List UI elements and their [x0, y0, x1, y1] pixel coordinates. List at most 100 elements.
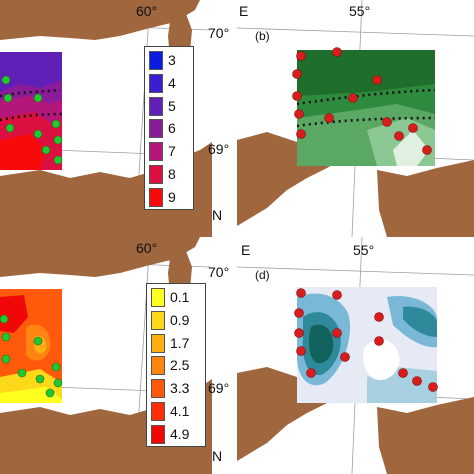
legend-a: 3 4 5 6 7 8 9 [144, 46, 194, 210]
station-marker [51, 119, 61, 129]
station-marker [296, 51, 306, 61]
legend-entry: 8 [145, 163, 193, 186]
station-marker [33, 93, 43, 103]
field-contour [403, 306, 437, 337]
station-marker [340, 352, 350, 362]
lon-label: 55° [353, 242, 375, 258]
legend-swatch [151, 379, 165, 399]
legend-value: 0.1 [170, 289, 190, 305]
legend-entry: 0.1 [147, 286, 205, 309]
station-marker [53, 378, 63, 388]
legend-entry: 4.9 [147, 423, 205, 446]
panel-a-map [0, 0, 212, 237]
legend-swatch [149, 51, 163, 70]
legend-swatch [149, 96, 163, 116]
legend-entry: 3 [145, 49, 193, 72]
legend-swatch [149, 119, 163, 139]
front-line [0, 112, 63, 122]
station-marker [5, 123, 15, 133]
legend-value: 8 [168, 166, 176, 182]
front-line [0, 88, 61, 98]
station-marker [332, 328, 342, 338]
graticule-line [237, 27, 474, 37]
station-marker [372, 75, 382, 85]
front-line [296, 116, 436, 128]
panel-b-map [237, 0, 474, 237]
legend-entry: 1.7 [147, 332, 205, 355]
station-marker [408, 123, 418, 133]
station-marker [17, 368, 27, 378]
legend-value: 9 [168, 188, 176, 205]
lat-label-bottom: 69° [208, 380, 230, 396]
legend-value: 3 [168, 52, 176, 68]
land-mass [0, 142, 212, 237]
station-marker [292, 69, 302, 79]
field-contour [0, 134, 46, 170]
front-line [296, 88, 436, 106]
graticule-line [237, 266, 474, 276]
north-label: N [212, 207, 223, 223]
north-label: N [212, 448, 223, 464]
legend-c: 0.1 0.9 1.7 2.5 3.3 4.1 4.9 [146, 283, 206, 447]
station-marker [292, 91, 302, 101]
legend-swatch [151, 356, 165, 376]
lon-label: 60° [136, 3, 158, 19]
station-marker [45, 388, 55, 398]
legend-value: 2.5 [170, 357, 190, 374]
legend-value: 5 [168, 97, 176, 114]
station-marker [41, 145, 51, 155]
station-marker [324, 113, 334, 123]
land-mass [0, 0, 200, 40]
panel-a: 3 4 5 6 7 8 9 60° 70° 69° N [0, 0, 237, 237]
field-contour [0, 52, 62, 92]
legend-entry: 3.3 [147, 377, 205, 400]
field-contour [309, 324, 334, 364]
station-marker [53, 155, 63, 165]
panel-d-map [237, 237, 474, 474]
station-marker [394, 131, 404, 141]
station-marker [296, 346, 306, 356]
legend-swatch [149, 187, 163, 207]
legend-swatch [151, 288, 165, 307]
station-marker [53, 135, 63, 145]
legend-value: 6 [168, 120, 176, 137]
legend-swatch [149, 142, 163, 162]
land-mass [377, 397, 474, 474]
lon-label: 55° [349, 3, 371, 19]
legend-value: 4.9 [170, 425, 190, 442]
station-marker [294, 308, 304, 318]
legend-entry: 4.1 [147, 400, 205, 423]
station-marker [294, 109, 304, 119]
field-contour [0, 295, 28, 333]
station-marker [428, 382, 438, 392]
legend-entry: 0.9 [147, 309, 205, 332]
legend-entry: 6 [145, 117, 193, 140]
station-marker [348, 93, 358, 103]
east-label: E [241, 242, 251, 258]
lat-label-bottom: 69° [208, 141, 230, 157]
station-marker [398, 368, 408, 378]
station-marker [296, 129, 306, 139]
station-marker [33, 336, 43, 346]
stations [292, 47, 432, 155]
lon-label: 60° [136, 240, 158, 256]
legend-value: 7 [168, 143, 176, 160]
lat-label-top: 70° [208, 264, 230, 280]
field-contour [393, 130, 429, 166]
station-marker [412, 376, 422, 386]
panel-letter: (b) [255, 29, 270, 43]
legend-value: 4 [168, 74, 176, 91]
stations [1, 75, 63, 165]
station-marker [374, 336, 384, 346]
legend-swatch [151, 402, 165, 421]
legend-value: 1.7 [170, 334, 190, 351]
lat-label-top: 70° [208, 25, 230, 41]
panel-b: E 55° (b) [237, 0, 474, 237]
land-mass [0, 379, 212, 474]
legend-entry: 4 [145, 72, 193, 95]
station-marker [1, 332, 11, 342]
legend-entry: 5 [145, 95, 193, 118]
panel-letter: (d) [255, 268, 270, 282]
legend-swatch [151, 333, 165, 353]
station-marker [3, 93, 13, 103]
